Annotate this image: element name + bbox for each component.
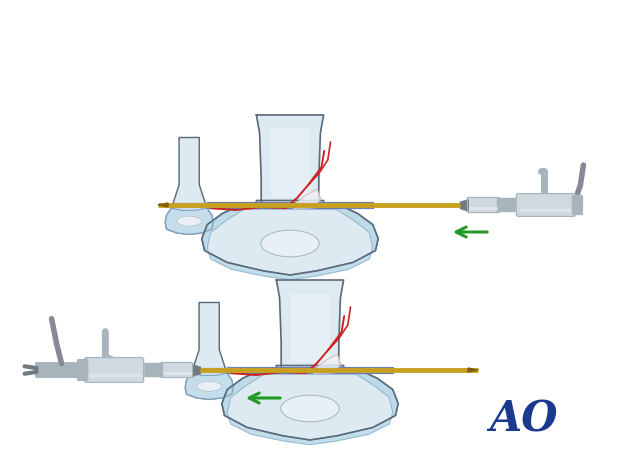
Polygon shape [460, 200, 468, 210]
Polygon shape [158, 203, 168, 207]
Text: AO: AO [490, 399, 558, 441]
FancyBboxPatch shape [572, 196, 582, 214]
Polygon shape [172, 202, 207, 207]
Polygon shape [185, 302, 233, 399]
Polygon shape [257, 115, 324, 205]
Polygon shape [222, 365, 398, 440]
FancyBboxPatch shape [161, 363, 193, 377]
Polygon shape [202, 205, 378, 280]
Ellipse shape [261, 230, 319, 257]
FancyBboxPatch shape [78, 360, 87, 381]
Polygon shape [166, 138, 213, 235]
FancyBboxPatch shape [516, 194, 575, 217]
FancyBboxPatch shape [497, 198, 520, 212]
Polygon shape [222, 370, 398, 445]
Polygon shape [314, 354, 340, 373]
Polygon shape [192, 365, 200, 375]
FancyBboxPatch shape [467, 197, 499, 213]
Polygon shape [202, 201, 378, 275]
FancyBboxPatch shape [35, 363, 87, 377]
Polygon shape [271, 129, 309, 196]
Polygon shape [185, 373, 233, 399]
Ellipse shape [281, 395, 339, 422]
Polygon shape [192, 368, 227, 372]
Ellipse shape [177, 216, 202, 226]
Ellipse shape [197, 381, 222, 392]
Polygon shape [468, 368, 478, 372]
Polygon shape [166, 208, 213, 235]
Polygon shape [277, 280, 343, 370]
FancyBboxPatch shape [141, 364, 162, 376]
Polygon shape [207, 202, 373, 208]
Polygon shape [227, 367, 393, 373]
Polygon shape [294, 189, 321, 208]
Polygon shape [291, 293, 329, 361]
FancyBboxPatch shape [84, 358, 144, 382]
